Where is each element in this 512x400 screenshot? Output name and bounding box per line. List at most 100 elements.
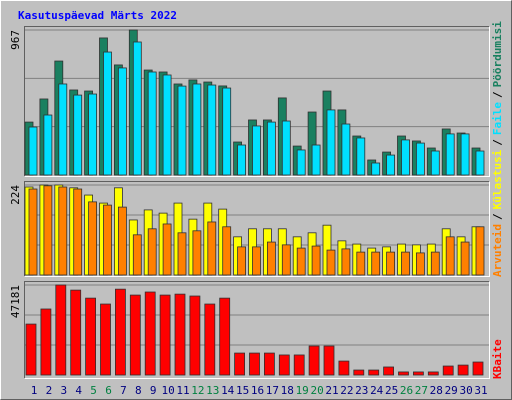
bar: [293, 354, 305, 376]
bar: [371, 162, 381, 176]
bar: [415, 142, 425, 176]
bar: [129, 294, 141, 376]
x-tick-label: 3: [60, 384, 67, 397]
bar: [475, 226, 485, 276]
bar: [398, 371, 409, 376]
bar: [371, 251, 381, 276]
bar: [296, 247, 306, 276]
x-tick-label: 13: [206, 384, 219, 397]
bar: [174, 293, 186, 376]
bar: [281, 120, 291, 176]
bar: [132, 234, 142, 276]
bar: [278, 354, 290, 376]
bar: [219, 297, 231, 376]
bar: [43, 185, 53, 276]
bar: [118, 67, 127, 176]
bar: [103, 51, 112, 176]
bar: [147, 71, 157, 176]
bar: [368, 369, 380, 376]
bar: [430, 251, 440, 276]
bar: [100, 303, 111, 376]
x-tick-label: 28: [430, 384, 443, 397]
x-tick-label: 2: [46, 384, 53, 397]
bar: [147, 228, 157, 276]
x-tick-label: 29: [445, 384, 458, 397]
x-tick-label: 30: [459, 384, 472, 397]
x-tick-label: 25: [385, 384, 398, 397]
bar: [118, 206, 127, 276]
bar: [237, 246, 247, 276]
bar: [323, 345, 335, 376]
bar: [222, 226, 232, 276]
bar: [252, 246, 261, 276]
bar: [326, 249, 336, 276]
bar: [192, 83, 202, 176]
bar: [204, 303, 216, 376]
legend: Arvuteid / Külastusi / Faile / Pöördumisi: [491, 21, 504, 277]
x-tick-label: 8: [135, 384, 142, 397]
bar: [237, 144, 247, 176]
legend-separator: /: [491, 139, 504, 146]
bar: [103, 204, 112, 276]
bar: [192, 230, 202, 276]
y-tick-label: 224: [9, 185, 22, 205]
bar: [442, 365, 454, 376]
bar: [159, 294, 171, 376]
bar: [249, 352, 260, 376]
bar: [189, 295, 201, 376]
panel-shadow: [24, 281, 490, 379]
bar: [338, 360, 350, 376]
bar: [55, 284, 67, 376]
x-tick-label: 27: [415, 384, 428, 397]
legend-entry: Arvuteid: [491, 224, 504, 277]
x-tick-label: 19: [296, 384, 309, 397]
bar: [207, 221, 217, 276]
legend-separator: /: [491, 91, 504, 98]
bar: [162, 74, 172, 176]
bar: [252, 125, 261, 176]
bar: [445, 133, 455, 176]
bar: [28, 126, 38, 176]
x-tick-label: 17: [266, 384, 279, 397]
x-tick-label: 5: [90, 384, 97, 397]
bar: [457, 364, 469, 376]
bar: [73, 94, 83, 176]
bar: [266, 121, 276, 176]
x-tick-label: 9: [150, 384, 157, 397]
bar: [234, 352, 246, 376]
bar: [132, 41, 142, 176]
x-tick-label: 6: [105, 384, 112, 397]
bar: [401, 139, 410, 176]
panel-shadow: [24, 181, 490, 277]
x-tick-label: 7: [120, 384, 127, 397]
x-tick-label: 18: [281, 384, 294, 397]
panel-light: [24, 26, 490, 177]
x-tick-label: 22: [340, 384, 353, 397]
bar: [386, 251, 396, 276]
x-tick-label: 12: [191, 384, 204, 397]
bar: [472, 361, 484, 376]
x-tick-label: 26: [400, 384, 413, 397]
x-tick-label: 31: [474, 384, 487, 397]
bar: [88, 93, 97, 176]
bar: [311, 245, 321, 276]
bar: [341, 123, 351, 176]
legend-entry: KBaite: [491, 339, 504, 379]
panel-shadow: [24, 26, 490, 177]
bar: [311, 144, 321, 176]
bar: [401, 251, 410, 276]
bar: [281, 244, 291, 276]
bar: [356, 251, 366, 276]
bar: [353, 369, 365, 376]
x-tick-label: 14: [221, 384, 235, 397]
chart-title: Kasutuspäevad Märts 2022: [18, 9, 177, 22]
bar: [43, 114, 53, 176]
bar: [85, 297, 96, 376]
bar: [70, 289, 82, 376]
bar: [266, 241, 276, 276]
bar: [445, 236, 455, 276]
bar: [144, 291, 156, 376]
